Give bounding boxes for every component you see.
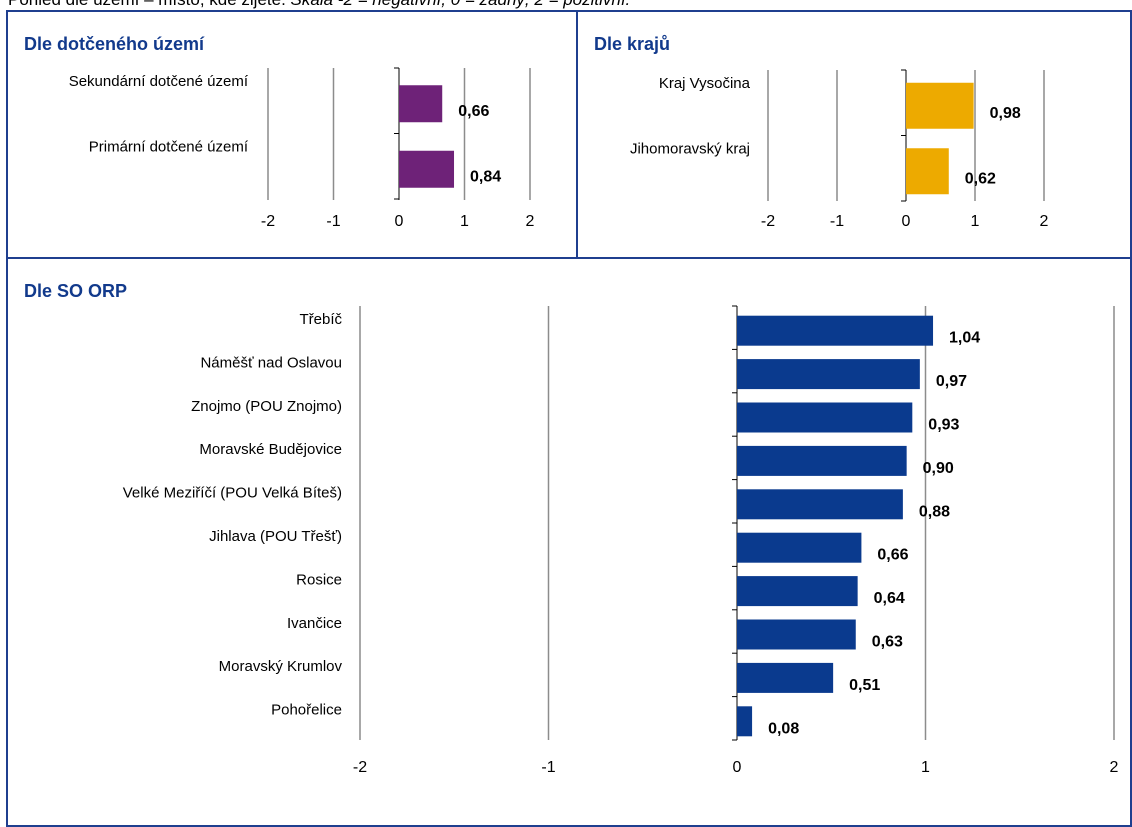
area-tick-label: 1 [460, 213, 469, 230]
orp-bar [737, 619, 856, 650]
region-value-label: 0,62 [965, 170, 996, 187]
orp-tick-label: 1 [921, 759, 930, 776]
orp-category-label: Moravský Krumlov [219, 658, 343, 675]
orp-value-label: 0,97 [936, 373, 967, 390]
orp-value-label: 0,64 [874, 590, 905, 607]
region-tick-label: 0 [902, 213, 911, 230]
orp-bar [737, 402, 913, 433]
area-value-label: 0,84 [470, 168, 501, 185]
orp-category-label: Velké Meziříčí (POU Velká Bíteš) [123, 485, 342, 502]
panel-title-orp: Dle SO ORP [24, 281, 128, 301]
area-value-label: 0,66 [458, 103, 489, 120]
area-category-label: Primární dotčené území [89, 139, 249, 156]
region-tick-label: 1 [971, 213, 980, 230]
region-tick-label: -2 [761, 213, 775, 230]
orp-category-label: Třebíč [299, 311, 342, 328]
panel-title-regions: Dle krajů [594, 34, 671, 54]
panel-title-area: Dle dotčeného území [24, 34, 205, 54]
orp-value-label: 0,88 [919, 503, 950, 520]
region-category-label: Jihomoravský kraj [630, 141, 750, 158]
panel-regions: Dle krajů [576, 10, 1132, 257]
orp-bar [737, 489, 903, 520]
orp-bar [737, 576, 858, 607]
orp-category-label: Náměšť nad Oslavou [200, 354, 342, 371]
orp-chart: -2 -1 0 1 2 Třebíč 1,04 Náměšť nad Oslavou 0,97 Z… [123, 305, 1119, 776]
orp-value-label: 0,51 [849, 677, 880, 694]
orp-bar [737, 532, 862, 563]
region-tick-label: 2 [1040, 213, 1049, 230]
orp-tick-label: 2 [1110, 759, 1119, 776]
orp-value-label: 0,93 [928, 417, 959, 434]
area-tick-label: 2 [526, 213, 535, 230]
area-bar [399, 150, 455, 188]
orp-category-label: Pohořelice [271, 702, 342, 719]
region-bar [906, 148, 949, 195]
orp-category-label: Znojmo (POU Znojmo) [191, 398, 342, 415]
orp-category-label: Jihlava (POU Třešť) [209, 528, 342, 545]
orp-category-label: Moravské Budějovice [199, 441, 342, 458]
area-chart: -2 -1 0 1 2 Sekundární dotčené území 0,66 Primá… [69, 67, 535, 230]
orp-bar [737, 445, 907, 476]
region-tick-label: -1 [830, 213, 844, 230]
orp-tick-label: -2 [353, 759, 367, 776]
orp-value-label: 0,08 [768, 720, 799, 737]
orp-category-label: Rosice [296, 571, 342, 588]
region-category-label: Kraj Vysočina [659, 75, 751, 92]
orp-value-label: 1,04 [949, 330, 980, 347]
caption-text: Pohled dle území – místo, kde žijete. [8, 0, 286, 9]
orp-value-label: 0,66 [877, 547, 908, 564]
orp-value-label: 0,90 [923, 460, 954, 477]
orp-bar [737, 359, 920, 390]
area-tick-label: -2 [261, 213, 275, 230]
area-category-label: Sekundární dotčené území [69, 73, 249, 90]
orp-tick-label: 0 [733, 759, 742, 776]
region-chart: -2 -1 0 1 2 Kraj Vysočina 0,98 Jihomoravský kra… [630, 69, 1049, 230]
orp-category-label: Ivančice [287, 615, 342, 632]
orp-value-label: 0,63 [872, 634, 903, 651]
chart-caption: Pohled dle území – místo, kde žijete. Šk… [8, 0, 630, 10]
area-tick-label: 0 [395, 213, 404, 230]
orp-bar [737, 315, 934, 346]
orp-tick-label: -1 [541, 759, 555, 776]
region-bar [906, 82, 974, 129]
area-tick-label: -1 [326, 213, 340, 230]
region-value-label: 0,98 [990, 105, 1021, 122]
caption-scale-note: Škála -2 = negativní, 0 = žádný, 2 = poz… [291, 0, 631, 9]
area-bar [399, 85, 443, 123]
orp-bar [737, 662, 834, 693]
orp-bar [737, 706, 753, 737]
